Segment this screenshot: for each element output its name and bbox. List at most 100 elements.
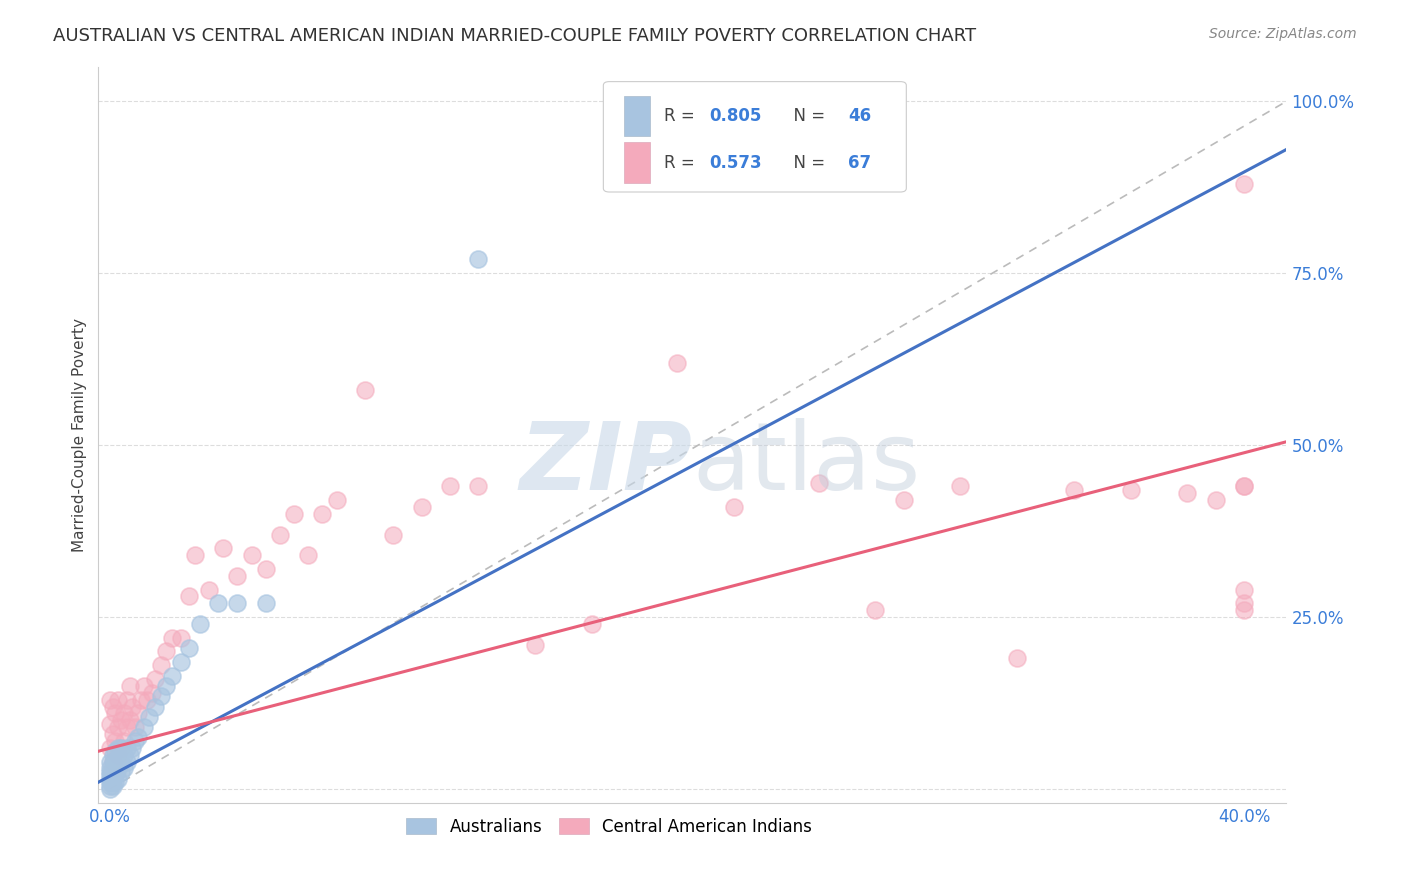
Point [101, 727, 124, 741]
Point [184, 548, 207, 562]
Point [107, 772, 129, 786]
Text: 0.805: 0.805 [709, 107, 762, 125]
Point [110, 740, 132, 755]
Point [118, 679, 141, 693]
Point [98, 716, 121, 731]
Point [135, 692, 157, 706]
Point [112, 747, 135, 762]
Point [169, 631, 191, 645]
Point [98, 761, 121, 775]
Point [115, 740, 138, 755]
Point [143, 672, 166, 686]
Point [104, 734, 127, 748]
Point [169, 655, 191, 669]
Point [467, 252, 489, 267]
Point [1063, 483, 1085, 497]
Point [226, 569, 249, 583]
Point [98, 764, 121, 779]
Point [1233, 479, 1256, 493]
Point [110, 740, 132, 755]
Point [1205, 493, 1227, 508]
Text: N =: N = [783, 153, 830, 171]
Legend: Australians, Central American Indians: Australians, Central American Indians [399, 811, 818, 842]
Point [807, 475, 830, 490]
Text: 0.573: 0.573 [709, 153, 762, 171]
Point [1005, 651, 1028, 665]
Point [1233, 596, 1256, 610]
Point [155, 644, 177, 658]
Point [269, 527, 291, 541]
Point [283, 507, 305, 521]
Point [382, 527, 405, 541]
Point [107, 740, 129, 755]
Point [893, 493, 915, 508]
Point [107, 720, 129, 734]
Point [160, 631, 183, 645]
Point [118, 713, 141, 727]
Point [104, 744, 127, 758]
Point [155, 679, 177, 693]
Text: ZIP: ZIP [520, 418, 692, 510]
Point [439, 479, 461, 493]
Point [104, 706, 127, 721]
Bar [623, 96, 650, 136]
Point [101, 761, 124, 775]
Point [112, 706, 135, 721]
Point [101, 699, 124, 714]
Text: 46: 46 [848, 107, 872, 125]
Point [179, 641, 201, 656]
Point [132, 679, 155, 693]
Point [132, 720, 155, 734]
Point [149, 689, 172, 703]
Point [524, 638, 547, 652]
Point [121, 740, 143, 755]
Point [121, 699, 143, 714]
Y-axis label: Married-Couple Family Poverty: Married-Couple Family Poverty [72, 318, 87, 552]
Point [190, 617, 212, 632]
Point [1233, 479, 1256, 493]
FancyBboxPatch shape [603, 81, 907, 192]
Point [110, 764, 132, 779]
Point [98, 782, 121, 797]
Point [226, 596, 249, 610]
Point [723, 500, 745, 514]
Point [149, 658, 172, 673]
Point [107, 692, 129, 706]
Point [124, 720, 146, 734]
Point [101, 755, 124, 769]
Point [354, 383, 377, 397]
Point [1233, 603, 1256, 617]
Point [212, 541, 235, 556]
Point [1175, 486, 1198, 500]
Point [240, 548, 263, 562]
Point [101, 768, 124, 782]
Point [112, 761, 135, 775]
Point [311, 507, 333, 521]
Point [107, 751, 129, 765]
Point [101, 775, 124, 789]
Point [297, 548, 319, 562]
Point [110, 755, 132, 769]
Text: Source: ZipAtlas.com: Source: ZipAtlas.com [1209, 27, 1357, 41]
Text: atlas: atlas [692, 418, 921, 510]
Point [198, 582, 221, 597]
Point [98, 772, 121, 786]
Point [665, 356, 688, 370]
Point [124, 734, 146, 748]
Point [127, 706, 149, 721]
Point [98, 740, 121, 755]
Point [115, 692, 138, 706]
Point [143, 699, 166, 714]
Point [98, 768, 121, 782]
Point [179, 590, 201, 604]
Point [104, 768, 127, 782]
Point [254, 596, 277, 610]
Point [101, 747, 124, 762]
Text: 67: 67 [848, 153, 872, 171]
Point [115, 720, 138, 734]
Point [107, 747, 129, 762]
Point [581, 617, 603, 632]
Point [118, 747, 141, 762]
Point [325, 493, 347, 508]
Point [127, 731, 149, 745]
